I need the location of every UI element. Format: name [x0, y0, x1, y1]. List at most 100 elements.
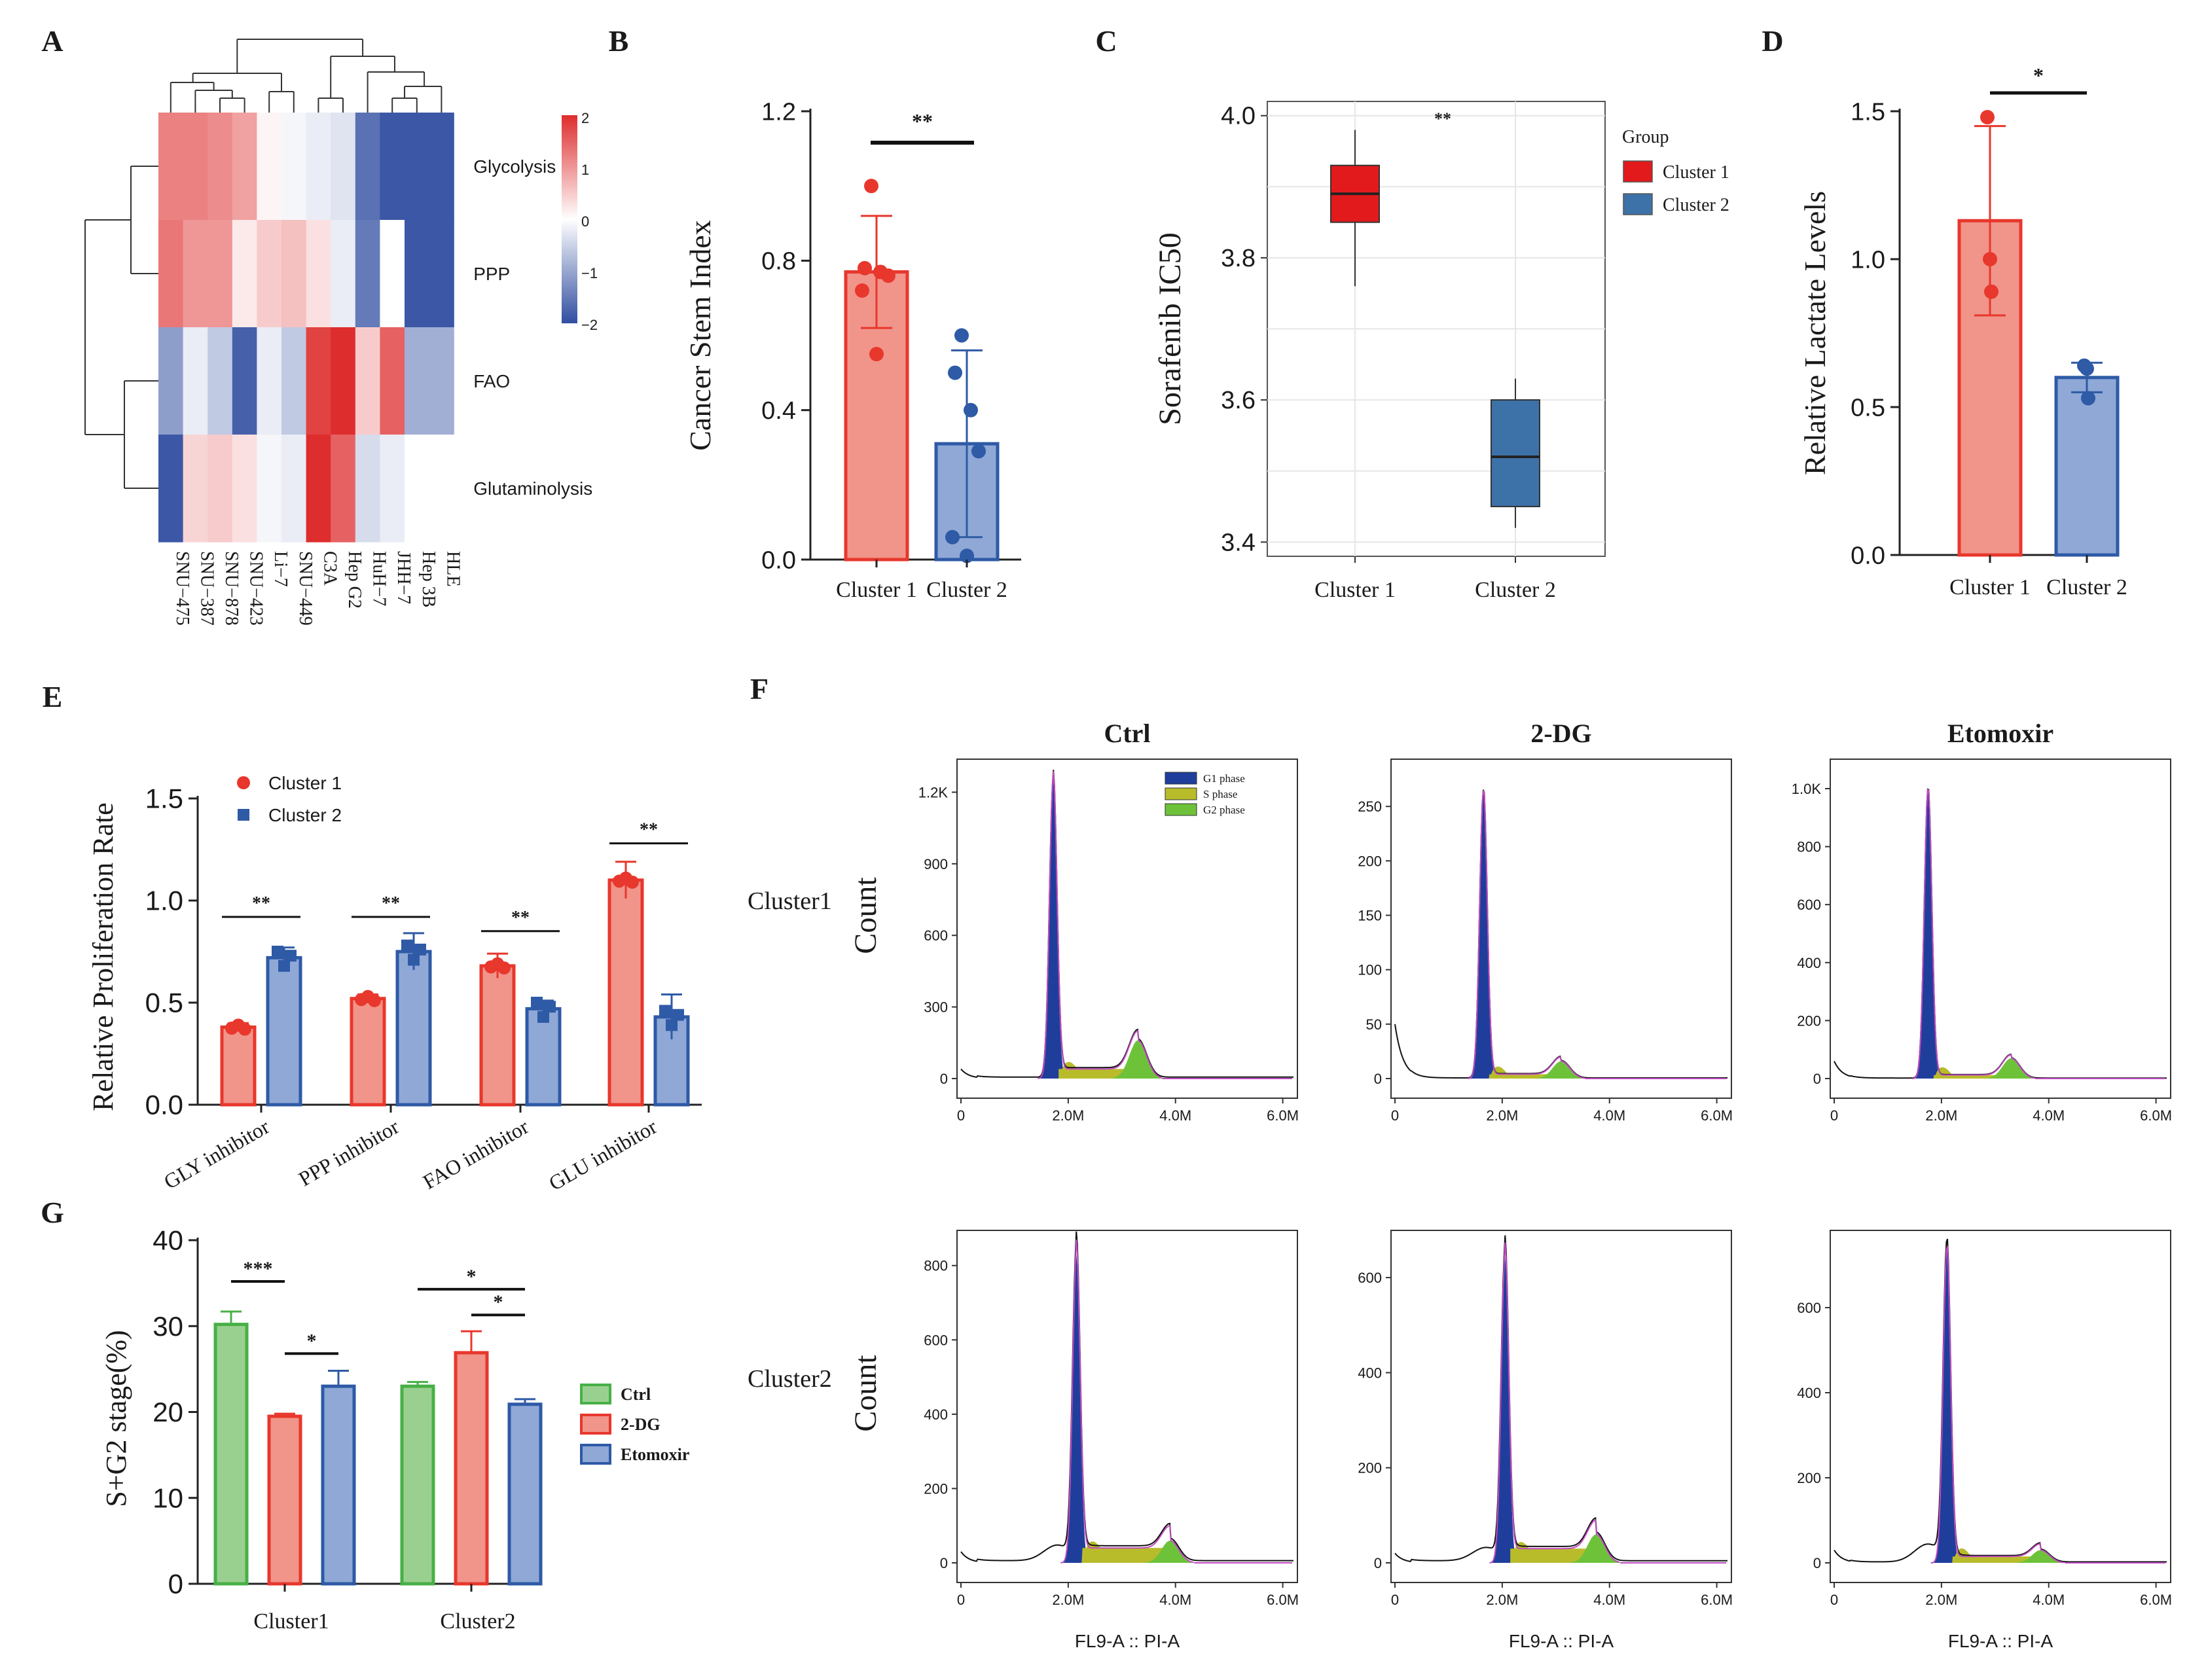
- histogram-frame: [956, 1230, 1298, 1583]
- heatmap-cell: [331, 113, 356, 221]
- x-tick-label: 6.0M: [1701, 1592, 1733, 1608]
- s-phase-area: [1081, 1548, 1170, 1563]
- panel-letter-d: D: [1762, 24, 1783, 58]
- model-fit-line: [1038, 771, 1162, 1079]
- data-point: [2081, 391, 2095, 406]
- significance-label: **: [640, 820, 658, 840]
- data-point: [964, 402, 978, 418]
- data-point: [544, 1001, 556, 1013]
- legend-swatch: [580, 1444, 611, 1465]
- y-tick-label: 400: [1358, 1365, 1382, 1381]
- y-tick-label: 4.0: [1221, 103, 1256, 130]
- panel-letter-f: F: [750, 672, 768, 706]
- x-tick-label: Cluster 2: [926, 578, 1007, 602]
- x-tick-label: 6.0M: [2140, 1107, 2172, 1124]
- y-tick-label: 1.5: [145, 783, 183, 814]
- s-phase-area: [1952, 1556, 2041, 1563]
- histogram-frame: [956, 759, 1298, 1099]
- panel-letter-b: B: [609, 24, 629, 58]
- legend-marker: [238, 809, 249, 821]
- y-tick-label: 800: [924, 1258, 948, 1274]
- x-tick-label: GLY inhibitor: [160, 1115, 274, 1194]
- x-tick-label: Cluster2: [440, 1609, 515, 1634]
- y-tick-label: 3.4: [1221, 529, 1256, 556]
- x-tick-label: 0: [957, 1107, 965, 1124]
- bar: [395, 950, 432, 1107]
- y-tick-label: 0: [1813, 1555, 1821, 1571]
- heatmap-column-label: SNU−423: [246, 551, 266, 626]
- heatmap-column-label: HLE: [443, 551, 463, 586]
- heatmap-column-label: C3A: [319, 551, 340, 586]
- heatmap-cell: [331, 220, 356, 328]
- heatmap-cell: [232, 220, 257, 328]
- y-tick-label: 200: [1797, 1012, 1821, 1029]
- phase-legend-swatch: [1165, 772, 1197, 785]
- heatmap-cell: [429, 435, 454, 543]
- color-legend-tick: 2: [581, 110, 589, 126]
- y-tick-label: 150: [1358, 908, 1382, 924]
- bar: [525, 1007, 562, 1107]
- heatmap-cell: [208, 435, 233, 543]
- data-point: [945, 529, 960, 545]
- y-tick-label: 600: [924, 927, 948, 944]
- heatmap-column-label: HuH−7: [369, 551, 389, 606]
- heatmap-cell: [257, 220, 282, 328]
- heatmap-row-label: PPP: [473, 264, 510, 284]
- data-point: [954, 328, 969, 343]
- heatmap-cell: [405, 435, 430, 543]
- data-point: [626, 875, 639, 889]
- significance-label: **: [1434, 109, 1451, 128]
- g1-phase-peak: [1486, 1257, 1524, 1563]
- heatmap-cell: [355, 327, 380, 435]
- heatmap-cell: [429, 220, 454, 328]
- legend-label: Cluster 2: [1663, 195, 1729, 215]
- y-tick-label: 20: [153, 1397, 183, 1427]
- g1-phase-peak: [1464, 790, 1502, 1079]
- y-tick-label: 1.2K: [918, 784, 949, 800]
- histogram-frame: [1830, 1230, 2171, 1583]
- bar: [400, 1384, 435, 1586]
- heatmap-column-label: SNU−387: [196, 551, 217, 626]
- x-tick-label: 4.0M: [1593, 1107, 1625, 1124]
- phase-legend-swatch: [1165, 787, 1197, 800]
- significance-label: **: [912, 109, 933, 133]
- model-fit-line: [1060, 1239, 1194, 1564]
- heatmap-cell: [232, 435, 257, 543]
- bar: [220, 1025, 257, 1107]
- x-tick-label: Cluster1: [253, 1609, 329, 1634]
- y-tick-label: 100: [1358, 962, 1382, 978]
- data-point: [864, 179, 878, 194]
- histogram-outline: [1834, 1238, 2167, 1563]
- significance-label: *: [467, 1266, 477, 1287]
- heatmap-cell: [281, 435, 307, 543]
- heatmap-cell: [232, 327, 257, 435]
- heatmap-column-label: SNU−878: [221, 551, 242, 626]
- legend-marker: [237, 776, 250, 789]
- x-tick-label: Cluster 2: [1475, 578, 1556, 602]
- panel-letter-a: A: [41, 24, 63, 58]
- y-tick-label: 1.2: [761, 98, 796, 126]
- s-phase-shoulder: [1511, 1542, 1529, 1563]
- g1-phase-peak: [1928, 1249, 1966, 1563]
- model-fit-line: [1468, 790, 1585, 1079]
- legend-title: Group: [1622, 127, 1669, 147]
- data-point: [672, 1009, 684, 1021]
- y-tick-label: 30: [153, 1311, 183, 1342]
- data-point: [278, 959, 290, 972]
- column-title: Etomoxir: [1947, 719, 2053, 748]
- y-tick-label: 600: [1797, 1300, 1821, 1316]
- x-tick-label: 2.0M: [1052, 1107, 1084, 1124]
- y-tick-label: 1.0: [145, 885, 183, 916]
- legend-swatch: [580, 1384, 611, 1404]
- y-tick-label: 0.5: [1851, 394, 1885, 421]
- heatmap-cell: [355, 113, 380, 221]
- x-tick-label: 6.0M: [2140, 1592, 2172, 1608]
- heatmap-cell: [306, 113, 331, 221]
- y-tick-label: 0: [1374, 1071, 1382, 1087]
- data-point: [401, 939, 413, 952]
- data-point: [272, 946, 283, 957]
- x-tick-label: 4.0M: [1159, 1107, 1191, 1124]
- heatmap-cell: [306, 327, 331, 435]
- bar: [321, 1384, 356, 1586]
